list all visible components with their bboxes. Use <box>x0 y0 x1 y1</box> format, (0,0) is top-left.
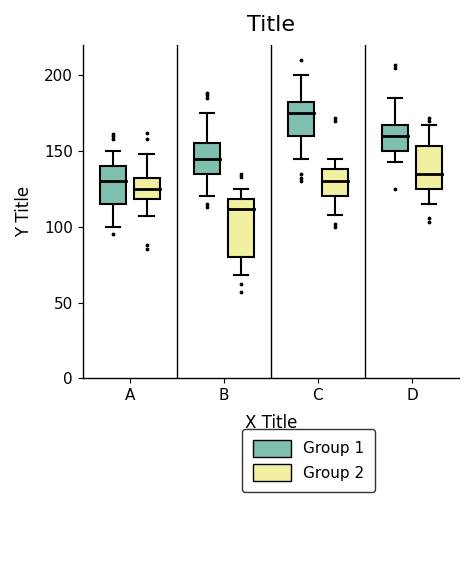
Title: Title: Title <box>247 15 295 35</box>
Bar <box>288 102 314 136</box>
Bar <box>134 178 160 199</box>
Bar <box>382 125 408 151</box>
Bar <box>416 146 442 189</box>
Legend: Group 1, Group 2: Group 1, Group 2 <box>242 429 375 492</box>
Bar <box>228 199 254 257</box>
Y-axis label: Y Title: Y Title <box>15 186 33 237</box>
X-axis label: X Title: X Title <box>245 414 297 432</box>
Bar <box>322 169 348 197</box>
Bar <box>194 144 220 173</box>
Bar <box>100 166 126 204</box>
